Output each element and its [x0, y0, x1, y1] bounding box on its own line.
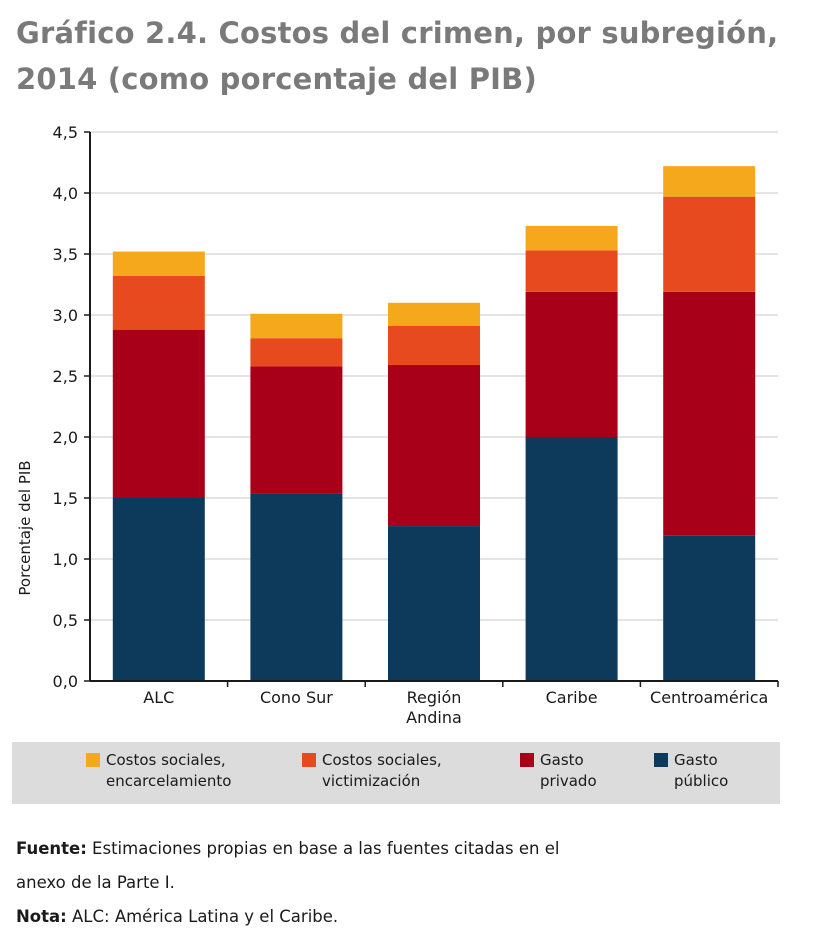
y-tick-label: 2,0	[53, 428, 78, 447]
bar-segment	[388, 365, 480, 527]
bar-segment	[525, 291, 618, 437]
x-tick-label: Región	[407, 688, 462, 707]
bar-segment	[112, 498, 205, 681]
y-tick-label: 4,5	[53, 123, 78, 142]
y-tick-label: 4,0	[53, 184, 78, 203]
bar-segment	[388, 325, 480, 366]
bar-segment	[112, 329, 205, 498]
bar-segment	[663, 291, 756, 536]
legend-label-encarcelamiento-line2: encarcelamiento	[106, 772, 232, 790]
y-tick-label: 0,0	[53, 672, 78, 691]
x-tick-label: Caribe	[546, 688, 598, 707]
legend-label-gasto-privado-line1: Gasto	[540, 751, 584, 769]
legend-label-gasto-publico-line1: Gasto	[674, 751, 718, 769]
bar-segment	[663, 166, 756, 197]
stacked-bar-chart: 0,0 0,5 1,0 1,5 2,0 2,5 3,0 3,5 4,0 4,5 ALC Cono S…	[16, 123, 779, 727]
source-line-2: anexo de la Parte I.	[16, 873, 175, 892]
y-tick-label: 1,0	[53, 550, 78, 569]
legend-swatch-gasto-publico	[654, 753, 668, 767]
chart-title: Gráfico 2.4. Costos del crimen, por subr…	[16, 10, 816, 102]
y-tick-label: 3,5	[53, 245, 78, 264]
nota-text: ALC: América Latina y el Caribe.	[66, 907, 339, 926]
x-tick-label: ALC	[143, 688, 174, 707]
bar-segment	[388, 302, 480, 326]
fuente-text: Estimaciones propias en base a las fuent…	[86, 839, 560, 858]
legend-swatch-encarcelamiento	[86, 753, 100, 767]
legend-label-victimizacion-line1: Costos sociales,	[322, 751, 442, 769]
y-tick-label: 2,5	[53, 367, 78, 386]
legend-label-encarcelamiento-line1: Costos sociales,	[106, 751, 226, 769]
y-tick-labels: 0,0 0,5 1,0 1,5 2,0 2,5 3,0 3,5 4,0 4,5	[53, 123, 90, 691]
bar-segment	[525, 437, 618, 681]
legend-label-gasto-publico-line2: público	[674, 772, 729, 790]
bar-segment	[112, 251, 205, 276]
nota-label: Nota:	[16, 907, 67, 926]
bar-segment	[250, 313, 343, 339]
x-tick-label: Centroamérica	[650, 688, 768, 707]
x-tick-label: Cono Sur	[260, 688, 333, 707]
source-note: Fuente: Estimaciones propias en base a l…	[16, 832, 816, 934]
bar-segment	[525, 250, 618, 292]
bar-segment	[663, 535, 756, 681]
bar-segment	[250, 493, 343, 681]
chart-title-line-2: 2014 (como porcentaje del PIB)	[16, 62, 537, 96]
legend-label-victimizacion-line2: victimización	[322, 772, 421, 790]
legend-label-gasto-privado-line2: privado	[540, 772, 597, 790]
legend: Costos sociales, encarcelamiento Costos …	[12, 742, 780, 804]
y-tick-label: 1,5	[53, 489, 78, 508]
bar-segment	[250, 366, 343, 494]
bar-segment	[525, 225, 618, 251]
source-line-1: Fuente: Estimaciones propias en base a l…	[16, 832, 816, 866]
legend-swatch-victimizacion	[302, 753, 316, 767]
x-tick-label: Andina	[406, 708, 462, 727]
chart-title-line-1: Gráfico 2.4. Costos del crimen, por subr…	[16, 16, 779, 50]
y-tick-label: 3,0	[53, 306, 78, 325]
bar-segment	[250, 338, 343, 367]
y-axis-label: Porcentaje del PIB	[16, 460, 34, 595]
bars	[112, 166, 756, 681]
bar-segment	[388, 526, 480, 681]
legend-swatch-gasto-privado	[520, 753, 534, 767]
fuente-label: Fuente:	[16, 839, 87, 858]
note-line: Nota: ALC: América Latina y el Caribe.	[16, 900, 816, 934]
bar-segment	[663, 196, 756, 292]
bar-segment	[112, 275, 205, 330]
y-tick-label: 0,5	[53, 611, 78, 630]
